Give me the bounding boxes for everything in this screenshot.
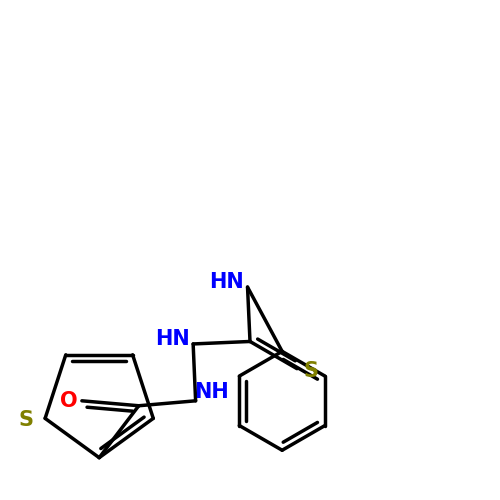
Text: HN: HN bbox=[210, 272, 244, 292]
Text: HN: HN bbox=[155, 329, 190, 349]
Text: S: S bbox=[19, 410, 34, 430]
Text: NH: NH bbox=[194, 382, 229, 402]
Text: S: S bbox=[304, 361, 318, 381]
Text: O: O bbox=[60, 391, 78, 411]
